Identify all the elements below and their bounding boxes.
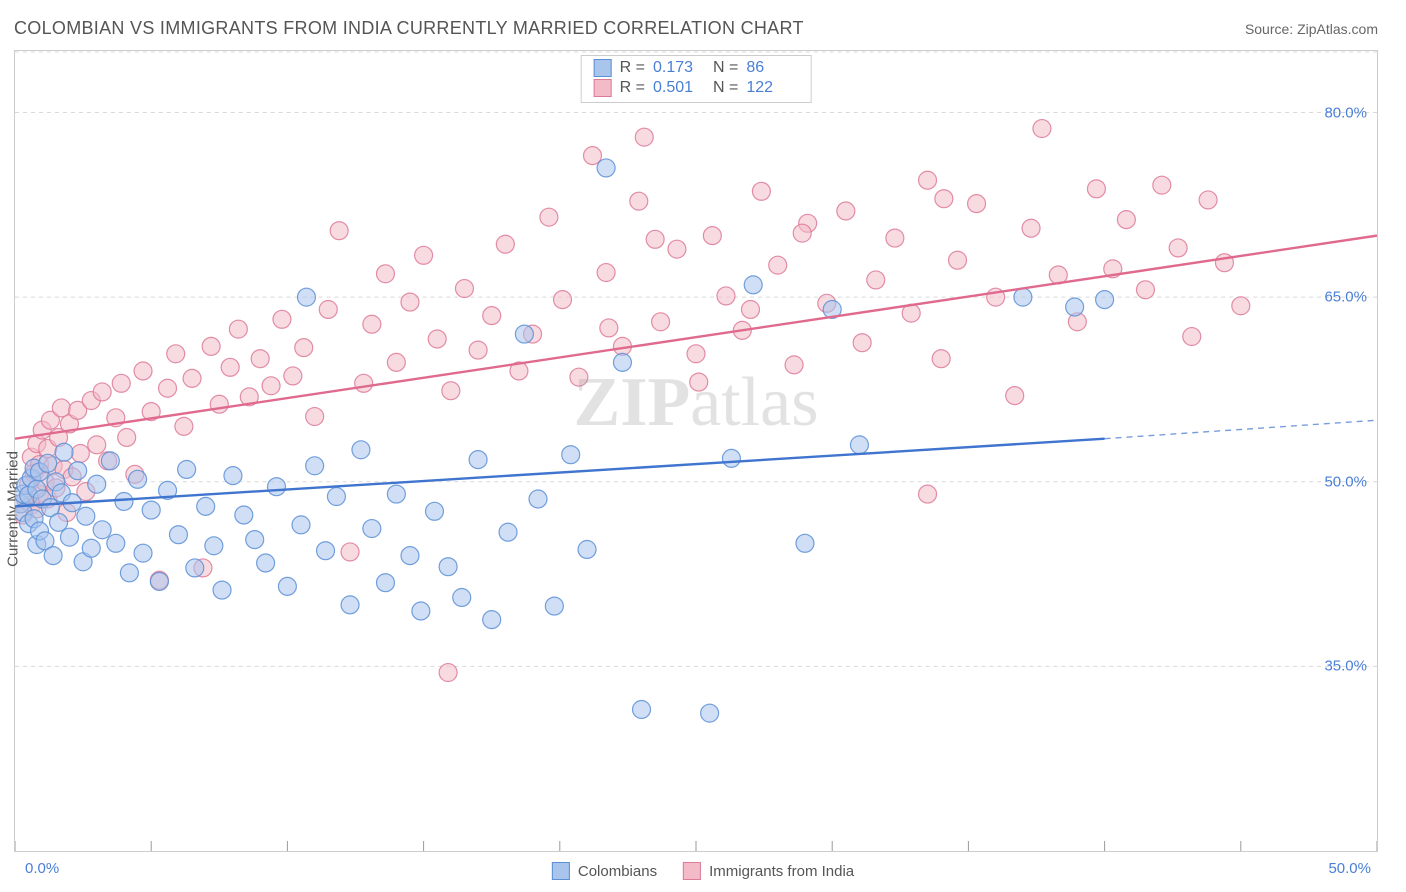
- scatter-plot: [15, 51, 1377, 851]
- swatch-blue: [594, 59, 612, 77]
- swatch-pink: [683, 862, 701, 880]
- n-value-blue: 86: [746, 59, 798, 77]
- r-value-blue: 0.173: [653, 59, 705, 77]
- n-label: N =: [713, 79, 738, 97]
- n-value-pink: 122: [746, 79, 798, 97]
- n-label: N =: [713, 59, 738, 77]
- y-tick-label: 80.0%: [1324, 104, 1367, 121]
- legend-item-colombians: Colombians: [552, 862, 657, 880]
- swatch-pink: [594, 79, 612, 97]
- r-label: R =: [620, 79, 645, 97]
- legend-stats: R = 0.173 N = 86 R = 0.501 N = 122: [581, 55, 812, 103]
- y-tick-label: 50.0%: [1324, 473, 1367, 490]
- legend-label: Immigrants from India: [709, 863, 854, 880]
- legend-row-blue: R = 0.173 N = 86: [594, 58, 799, 78]
- legend-bottom: Colombians Immigrants from India: [552, 862, 854, 880]
- y-tick-label: 65.0%: [1324, 289, 1367, 306]
- source-label: Source: ZipAtlas.com: [1245, 21, 1378, 37]
- x-axis-max: 50.0%: [1328, 860, 1371, 877]
- y-tick-label: 35.0%: [1324, 658, 1367, 675]
- swatch-blue: [552, 862, 570, 880]
- legend-label: Colombians: [578, 863, 657, 880]
- r-value-pink: 0.501: [653, 79, 705, 97]
- x-axis-min: 0.0%: [25, 860, 59, 877]
- r-label: R =: [620, 59, 645, 77]
- legend-item-india: Immigrants from India: [683, 862, 854, 880]
- chart-area: Currently Married ZIPatlas R = 0.173 N =…: [14, 50, 1378, 852]
- legend-row-pink: R = 0.501 N = 122: [594, 78, 799, 98]
- chart-title: COLOMBIAN VS IMMIGRANTS FROM INDIA CURRE…: [14, 18, 804, 39]
